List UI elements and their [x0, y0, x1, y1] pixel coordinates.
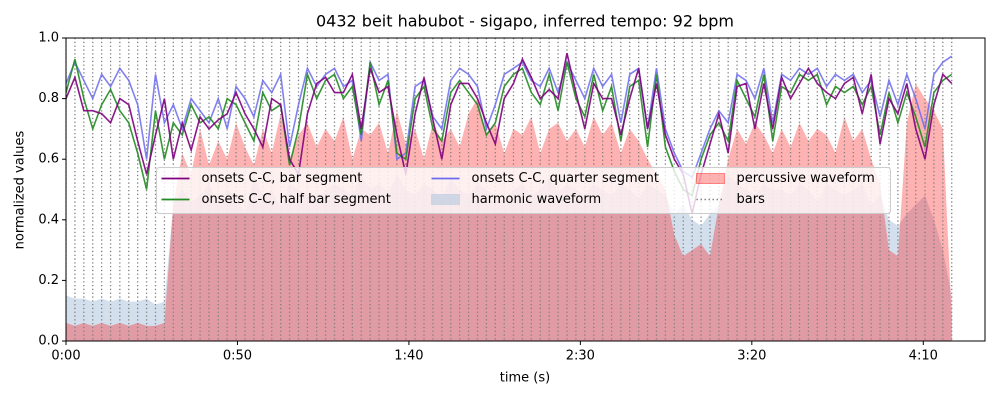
y-tick-label: 0.8: [38, 91, 59, 106]
onset-line: [66, 55, 953, 179]
legend-label: harmonic waveform: [472, 192, 602, 207]
onset-line: [66, 52, 953, 214]
legend-label: bars: [737, 192, 766, 207]
legend-swatch: [431, 194, 460, 205]
legend-box: [156, 167, 891, 214]
y-tick-label: 1.0: [38, 31, 59, 46]
chart-title: 0432 beit habubot - sigapo, inferred tem…: [316, 12, 734, 31]
legend-swatch: [696, 173, 725, 184]
y-tick-label: 0.6: [38, 152, 59, 167]
x-tick-label: 0:50: [223, 349, 252, 364]
axes-frame: [65, 37, 986, 342]
legend-label: percussive waveform: [737, 171, 875, 186]
legend-label: onsets C-C, quarter segment: [472, 171, 659, 186]
waveform-area: [66, 174, 952, 341]
legend-label: onsets C-C, half bar segment: [202, 192, 391, 207]
x-tick-label: 1:40: [394, 349, 423, 364]
x-axis-label: time (s): [500, 371, 550, 386]
y-tick-label: 0.2: [38, 273, 59, 288]
x-tick-label: 2:30: [566, 349, 595, 364]
x-tick-label: 0:00: [51, 349, 80, 364]
legend-label: onsets C-C, bar segment: [202, 171, 363, 186]
y-axis-label: normalized values: [13, 130, 28, 249]
y-tick-label: 0.4: [38, 212, 59, 227]
plot-area: [66, 38, 953, 341]
x-tick-label: 4:10: [909, 349, 938, 364]
x-tick-label: 3:20: [737, 349, 766, 364]
y-tick-label: 0.0: [38, 334, 59, 349]
